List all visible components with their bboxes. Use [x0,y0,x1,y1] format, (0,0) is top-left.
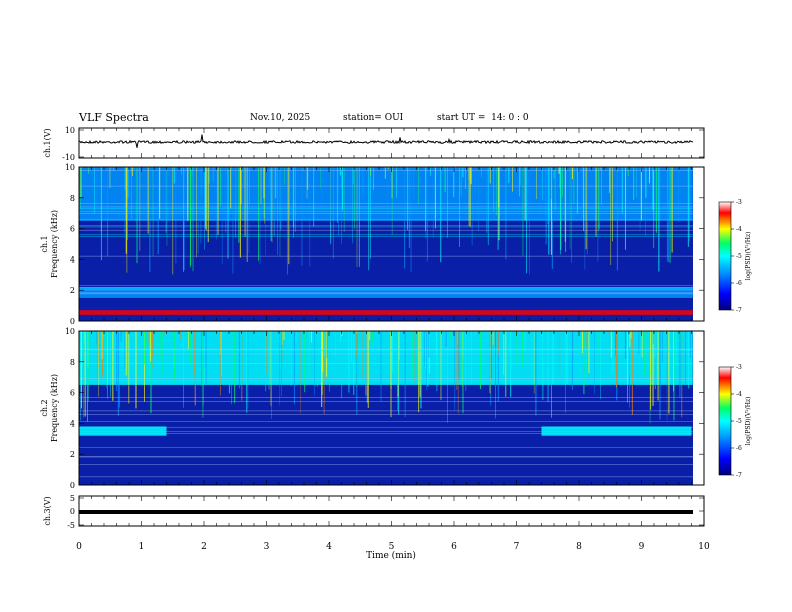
y-tick-label: 6 [70,389,75,398]
x-axis-ticks: 0 1 2 3 4 5 6 7 8 9 10 [76,128,710,552]
x-tick-label: 10 [698,542,710,552]
colorbar-tick-label: -7 [736,472,742,479]
figure-title: VLF Spectra [79,111,149,124]
x-tick-label: 8 [576,542,582,552]
y-tick-label: 10 [65,163,75,172]
y-tick-label: 0 [70,481,75,490]
colorbar-ch2: -3 -4 -5 -6 -7 log(PSD)(V²/Hz) [718,364,752,479]
y-tick-label: 4 [70,255,75,264]
colorbar-ch1: -3 -4 -5 -6 -7 log(PSD)(V²/Hz) [718,199,752,314]
ch2-spectrogram [78,330,705,486]
y-tick-label: 10 [65,327,75,336]
ch3-ylabel: ch.3(V) [43,496,52,525]
ch1-ylabel: ch.1(V) [43,128,52,157]
colorbar-tick-label: -5 [736,418,742,425]
ch1-spec-ylabel-ch: ch.1 [40,235,49,252]
header-station: station= OUI [343,113,404,123]
colorbar-ch1-label: log(PSD)(V²/Hz) [745,232,752,281]
header-date: Nov.10, 2025 [250,113,311,123]
ch2-spec-ylabel-freq: Frequency (kHz) [50,374,59,442]
colorbar-tick-label: -3 [736,364,742,371]
y-tick-label: 8 [70,194,75,203]
y-tick-label: 2 [70,450,75,459]
x-axis-label: Time (min) [366,550,416,561]
x-tick-label: 2 [201,542,207,552]
colorbar-ch2-gradient [718,366,732,476]
colorbar-tick-label: -3 [736,199,742,206]
ch1-band-0 [79,310,693,315]
y-tick-label: 0 [70,507,75,516]
colorbar-tick-label: -4 [736,391,742,398]
x-tick-label: 4 [326,542,332,552]
colorbar-tick-label: -7 [736,307,742,314]
ch1-band-1 [79,287,693,298]
x-tick-label: 0 [76,542,82,552]
colorbar-tick-label: -6 [736,280,742,287]
ch1-band-2 [79,167,693,221]
y-tick-label: 8 [70,358,75,367]
y-tick-label: 5 [70,494,75,503]
x-tick-label: 1 [139,542,145,552]
colorbar-ch1-gradient [718,201,732,311]
y-tick-label: -5 [67,521,75,530]
y-tick-label: 10 [65,126,75,135]
ch2-spec-ylabel-ch: ch.2 [40,399,49,416]
ch2-band-2 [79,331,693,385]
x-tick-label: 3 [264,542,270,552]
y-tick-label: 0 [70,317,75,326]
y-tick-label: -10 [62,153,75,162]
y-tick-label: 6 [70,225,75,234]
x-tick-label: 5 [389,542,395,552]
colorbar-tick-label: -4 [736,226,742,233]
colorbar-tick-label: -6 [736,445,742,452]
x-tick-label: 6 [451,542,457,552]
y-tick-label: 4 [70,419,75,428]
y-tick-label: 2 [70,286,75,295]
x-tick-label: 9 [639,542,645,552]
colorbar-tick-label: -5 [736,253,742,260]
colorbar-ch2-label: log(PSD)(V²/Hz) [745,397,752,446]
x-tick-label: 7 [514,542,520,552]
header-start-time: start UT = 14: 0 : 0 [437,113,529,123]
ch1-trace [78,134,694,148]
ch1-spec-ylabel-freq: Frequency (kHz) [50,210,59,278]
ch1-spectrogram [78,166,705,322]
